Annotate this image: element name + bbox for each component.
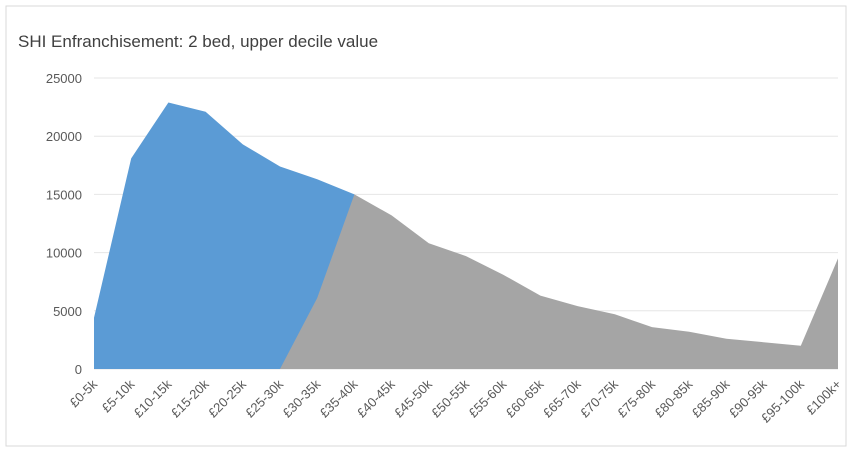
area bbox=[94, 102, 355, 369]
chart-title: SHI Enfranchisement: 2 bed, upper decile… bbox=[18, 32, 378, 51]
y-tick-label: 20000 bbox=[46, 129, 82, 144]
y-tick-label: 0 bbox=[75, 362, 82, 377]
y-tick-label: 15000 bbox=[46, 187, 82, 202]
y-tick-label: 5000 bbox=[53, 304, 82, 319]
y-tick-label: 10000 bbox=[46, 246, 82, 261]
area bbox=[280, 194, 838, 369]
y-tick-label: 25000 bbox=[46, 71, 82, 86]
